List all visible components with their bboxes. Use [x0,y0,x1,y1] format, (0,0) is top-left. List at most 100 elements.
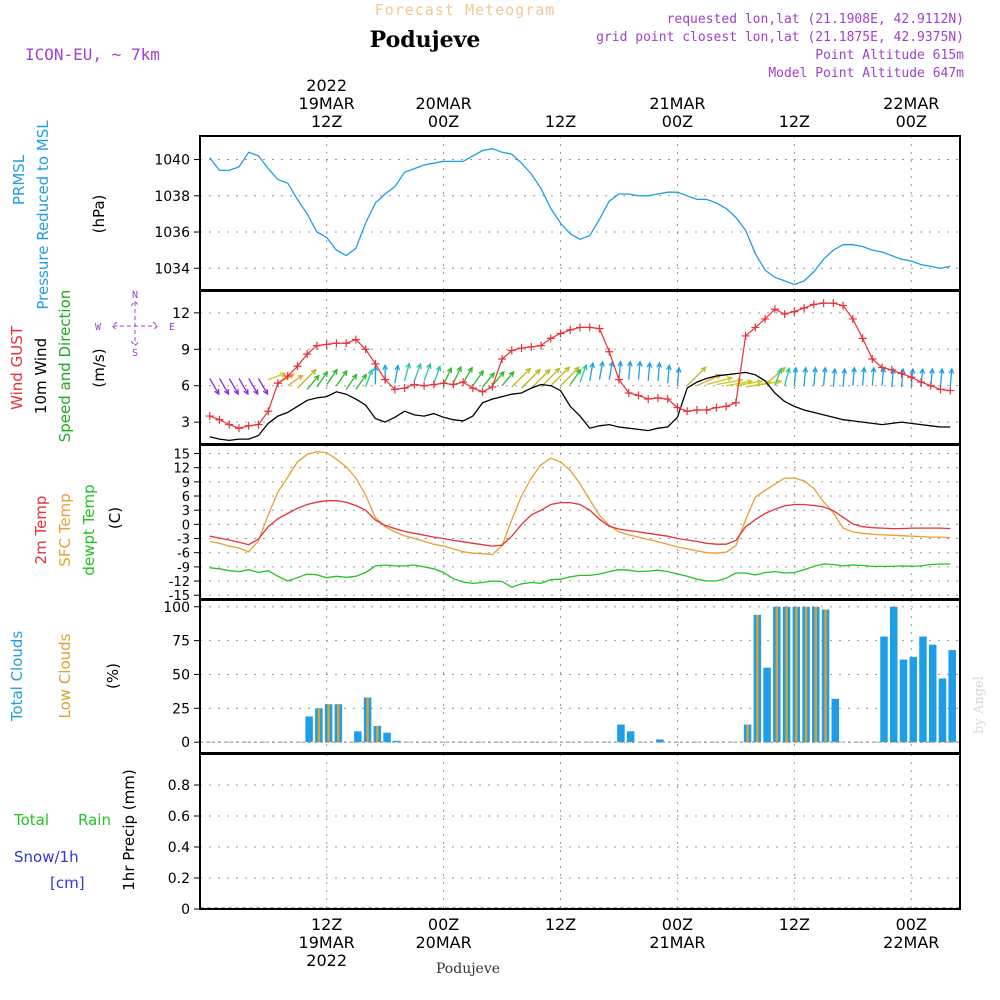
ytick-label: 25 [172,701,190,717]
total-cloud-bar [889,606,898,743]
wind-arrowhead [361,373,368,380]
low-cloud-bar [804,606,808,743]
gust-marker [790,307,799,316]
panel-frame [199,599,961,754]
point-altitude: Point Altitude 615m [815,48,964,63]
wind-arrowhead [582,363,588,371]
ytick-label: -6 [177,547,190,562]
wind-arrowhead [812,366,818,373]
gust-marker [741,331,750,340]
wind-arrow [676,367,680,386]
wind-arrowhead [416,362,422,369]
total-cloud-bar [899,659,908,743]
wind-arrowhead [870,366,877,373]
wind-arrowhead [919,367,926,374]
gust-marker [907,373,916,382]
temp-unit: (C) [106,507,124,529]
total-cloud-bar [928,644,937,743]
bottom-time-label: 21MAR [649,933,705,952]
wind-arrow [267,372,286,381]
top-time-label: 22MAR [883,94,939,113]
wind-arrowhead [599,360,605,367]
wind-arrow [209,378,220,395]
gust-marker [653,393,662,402]
ytick-label: 50 [172,667,190,683]
wind-arrowhead [646,361,653,368]
top-time-label: 00Z [662,112,693,131]
wind-arrow [472,370,484,387]
wind-arrow [579,364,587,383]
low-cloud-bar [337,704,340,743]
clouds-panel: 0 25 50 75 100 [163,599,961,754]
gust-marker [751,323,760,332]
gust-marker [205,412,214,421]
wind-arrowhead [214,388,220,396]
wind-arrowhead [351,373,358,380]
wind-arrowhead [636,360,643,367]
ytick-label: 3 [181,415,190,431]
wind-arrowhead [564,366,571,373]
bottom-time-label: 22MAR [883,933,939,952]
gust-marker [761,314,770,323]
wind-arrowhead [233,388,239,396]
total-cloud-bar [909,656,917,743]
gust-marker [390,385,399,394]
gust-marker [936,385,945,394]
gust-marker [468,384,477,393]
sfctemp-label: SFC Temp [56,493,74,566]
gust-marker [595,324,604,333]
gust-label: Wind GUST [8,325,26,410]
wind-arrowhead [909,367,916,374]
gust-marker [478,387,487,396]
low-cloud-bar [785,606,788,743]
total-cloud-bar [305,716,313,743]
wind-arrow [832,368,836,387]
gust-marker [556,329,565,338]
legend-snow-unit: [cm] [50,874,85,892]
total-cloud-bar [656,739,664,743]
wind-arrowhead [821,366,828,373]
wind-arrow [949,368,953,387]
pressure-panel: 1034 1036 1038 1040 [154,135,961,291]
wind-arrow [803,367,807,386]
wind-arrow [589,363,594,381]
wind-panel: 3 6 9 12 [172,290,961,445]
total-cloud-bar [938,678,947,743]
clouds-unit: (%) [104,663,122,689]
ytick-label: 6 [182,490,190,505]
gust-marker [244,421,253,430]
top-time-label: 20MAR [415,94,471,113]
low-cloud-bar [814,606,817,743]
gust-marker [293,362,302,371]
wind-arrow [861,367,865,386]
gust-marker [868,355,877,363]
ytick-label: 0.6 [168,809,190,825]
gust-marker [566,325,575,334]
gust-marker [225,420,234,429]
wind-arrow [335,370,348,387]
total-cloud-bar [626,731,635,743]
panel-frame [199,290,961,445]
gust-marker [332,339,341,348]
ytick-label: 1036 [154,225,190,241]
wind-arrowhead [776,379,783,385]
top-time-label: 00Z [896,112,927,131]
low-cloud-bar [317,708,321,743]
wind-arrow [501,371,515,387]
wind-arrow [774,368,782,386]
wind-arrow [891,368,895,387]
compass-rose: N S W E [95,290,175,359]
wind-arrowhead [332,368,338,375]
ytick-label: 1038 [154,189,190,205]
gust-marker [819,299,828,308]
compass-n: N [132,290,138,301]
gust-marker [273,379,282,388]
dewpt-label: dewpt Temp [80,484,98,575]
wind-arrow [521,369,541,389]
gust-line [209,302,951,429]
total-cloud-bar [948,650,956,743]
wind-arrow [598,361,604,380]
total-cloud-bar [831,698,840,743]
